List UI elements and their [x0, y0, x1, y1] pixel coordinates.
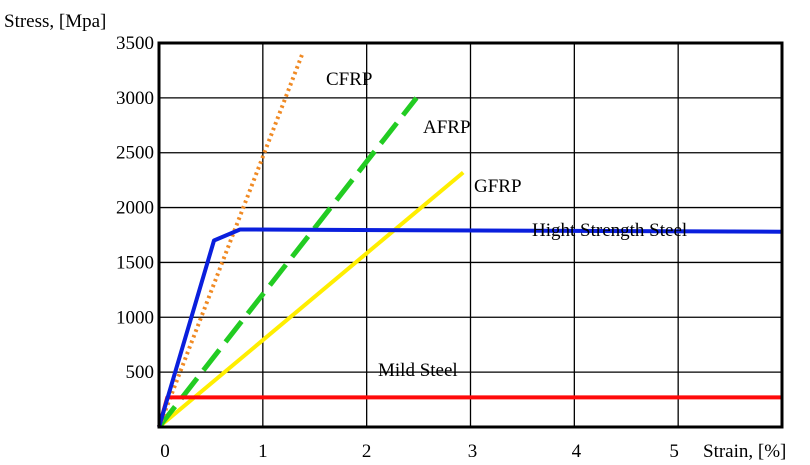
- series-label-cfrp: CFRP: [326, 69, 372, 90]
- x-tick-label: 3: [468, 441, 478, 462]
- x-tick-labels: 0 1 2 3 4 5: [160, 441, 679, 462]
- y-tick-label: 3500: [116, 33, 154, 54]
- y-tick-label: 2000: [116, 198, 154, 219]
- series-label-hight-strength-steel: Hight Strength Steel: [532, 220, 687, 241]
- series-label-mild-steel: Mild Steel: [378, 360, 458, 381]
- y-tick-label: 500: [126, 362, 155, 383]
- series-line-cfrp: [159, 54, 302, 427]
- y-tick-label: 2500: [116, 143, 154, 164]
- x-tick-label: 4: [572, 441, 582, 462]
- y-tick-label: 3000: [116, 88, 154, 109]
- series-line-gfrp: [159, 173, 463, 428]
- grid-lines: [159, 43, 782, 427]
- series-label-afrp: AFRP: [423, 117, 471, 138]
- series-label-gfrp: GFRP: [474, 176, 522, 197]
- x-tick-label: 5: [669, 441, 679, 462]
- series-labels: CFRP AFRP GFRP Hight Strength Steel Mild Ste…: [326, 69, 687, 381]
- x-axis-label: Strain, [%]: [703, 441, 786, 462]
- y-tick-labels: 500 1000 1500 2000 2500 3000 3500: [116, 33, 154, 383]
- x-tick-label: 0: [160, 441, 170, 462]
- y-axis-label: Stress, [Mpa]: [4, 11, 106, 32]
- x-tick-label: 2: [362, 441, 372, 462]
- x-tick-label: 1: [258, 441, 268, 462]
- y-tick-label: 1000: [116, 307, 154, 328]
- y-tick-label: 1500: [116, 252, 154, 273]
